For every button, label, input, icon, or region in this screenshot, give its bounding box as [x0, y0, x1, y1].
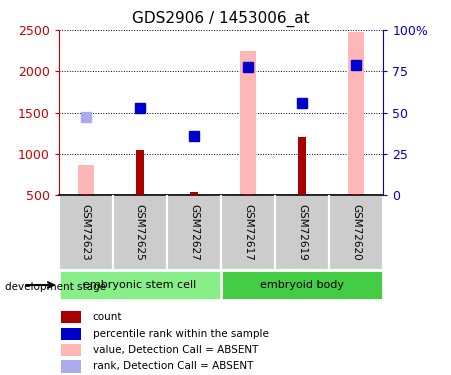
Bar — [186, 194, 202, 195]
Bar — [190, 192, 198, 195]
Bar — [348, 32, 364, 195]
Text: GSM72627: GSM72627 — [189, 204, 199, 261]
Text: rank, Detection Call = ABSENT: rank, Detection Call = ABSENT — [93, 362, 253, 372]
Bar — [61, 344, 81, 356]
Text: embryoid body: embryoid body — [260, 280, 344, 290]
Bar — [61, 328, 81, 340]
Text: embryonic stem cell: embryonic stem cell — [83, 280, 197, 290]
Text: development stage: development stage — [5, 282, 106, 292]
Text: GSM72617: GSM72617 — [243, 204, 253, 261]
Bar — [221, 270, 383, 300]
Bar — [221, 195, 275, 270]
Bar — [167, 195, 221, 270]
Bar — [78, 165, 94, 195]
Bar — [275, 195, 329, 270]
Bar — [61, 310, 81, 322]
Title: GDS2906 / 1453006_at: GDS2906 / 1453006_at — [132, 11, 310, 27]
Text: count: count — [93, 312, 122, 322]
Bar — [136, 150, 143, 195]
Text: GSM72620: GSM72620 — [351, 204, 361, 261]
Bar — [294, 194, 310, 195]
Text: GSM72625: GSM72625 — [135, 204, 145, 261]
Bar — [240, 51, 256, 195]
Text: percentile rank within the sample: percentile rank within the sample — [93, 328, 269, 339]
Bar — [61, 360, 81, 372]
Bar — [132, 194, 148, 195]
Text: value, Detection Call = ABSENT: value, Detection Call = ABSENT — [93, 345, 258, 355]
Bar — [353, 194, 360, 195]
Bar — [329, 195, 383, 270]
Bar — [59, 195, 113, 270]
Bar — [113, 195, 167, 270]
Text: GSM72619: GSM72619 — [297, 204, 307, 261]
Bar — [82, 194, 89, 195]
Bar — [299, 137, 306, 195]
Text: GSM72623: GSM72623 — [81, 204, 91, 261]
Bar — [59, 270, 221, 300]
Bar — [244, 194, 252, 195]
